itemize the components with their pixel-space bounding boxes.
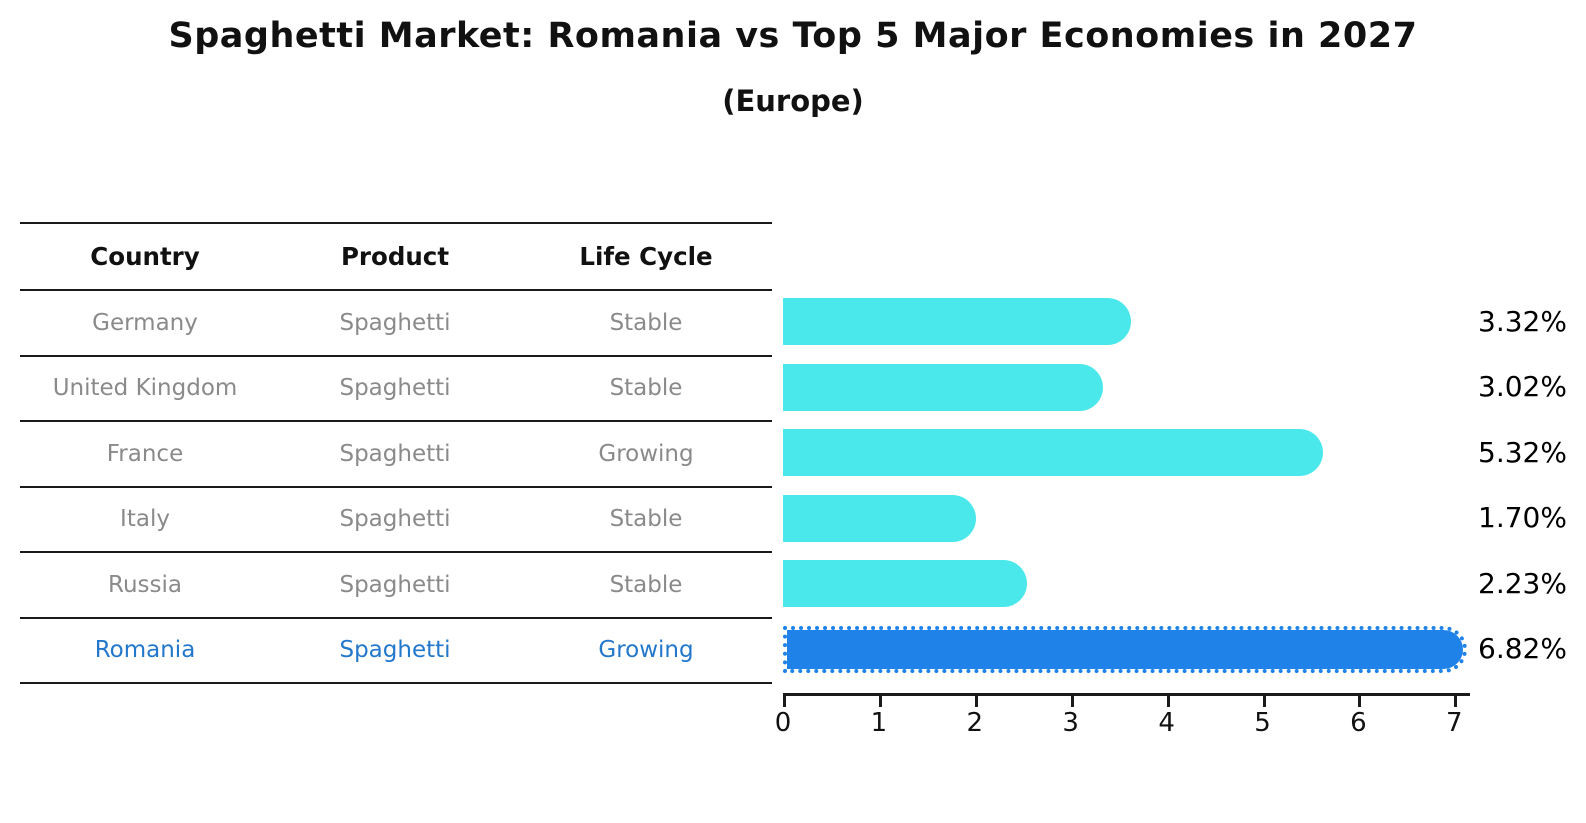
x-axis-tick-label: 7 [1446,708,1463,738]
table-header-product: Product [340,242,450,271]
table-cell-life-cycle: Stable [609,571,683,598]
bar [783,298,1132,346]
bar [783,363,1103,411]
value-label: 2.23% [1478,566,1567,600]
table-row: Russia Spaghetti Stable [20,553,772,619]
table-cell-life-cycle: Growing [598,637,694,664]
x-axis-tick [1262,693,1266,707]
table-cell-product: Spaghetti [339,375,451,402]
table-cell-country: France [106,440,184,467]
x-axis-tick-label: 2 [966,708,984,738]
country-table: Country Product Life Cycle Germany Spaghe… [20,222,772,684]
x-axis-tick [878,693,882,707]
x-axis-tick-label: 1 [870,708,888,738]
table-row: France Spaghetti Growing [20,422,772,488]
x-axis-tick [1166,693,1170,707]
x-axis-line [783,693,1470,696]
table-cell-life-cycle: Growing [598,440,694,467]
bar-highlight [783,625,1468,673]
table-cell-product: Spaghetti [339,571,451,598]
table-row: Italy Spaghetti Stable [20,488,772,553]
table-cell-country: Germany [92,309,198,336]
table-header-row: Country Product Life Cycle [20,224,772,291]
table-cell-product: Spaghetti [339,440,451,467]
chart-subtitle: (Europe) [722,84,864,118]
table-cell-life-cycle: Stable [609,506,683,533]
x-axis-tick-label: 4 [1158,708,1175,738]
value-label: 5.32% [1478,435,1567,469]
x-axis-tick [1358,693,1362,707]
table-header-life-cycle: Life Cycle [579,242,713,271]
value-label: 3.02% [1478,370,1567,404]
x-axis-tick [974,693,978,707]
bar [783,560,1027,608]
table-cell-country: Romania [94,637,196,664]
x-axis-tick-label: 5 [1254,708,1271,738]
table-cell-life-cycle: Stable [609,375,683,402]
chart-title: Spaghetti Market: Romania vs Top 5 Major… [168,16,1418,56]
value-label: 6.82% [1478,632,1567,666]
value-label: 1.70% [1478,501,1567,535]
x-axis-tick-label: 0 [774,708,792,738]
table-cell-product: Spaghetti [339,506,451,533]
table-cell-product: Spaghetti [339,309,451,336]
table-cell-country: Russia [108,571,182,598]
x-axis-tick-label: 6 [1350,708,1367,738]
table-cell-country: Italy [120,506,170,533]
table-cell-product: Spaghetti [339,637,451,664]
table-row: Germany Spaghetti Stable [20,291,772,357]
x-axis-tick [783,693,786,707]
bar [783,494,977,542]
table-cell-life-cycle: Stable [609,309,683,336]
table-body: Germany Spaghetti Stable United Kingdom Spag… [20,291,772,684]
table-row: Romania Spaghetti Growing [20,619,772,684]
table-header-country: Country [90,242,200,271]
table-row: United Kingdom Spaghetti Stable [20,357,772,422]
x-axis-tick [1070,693,1074,707]
value-label: 3.32% [1478,304,1567,338]
x-axis-tick [1454,693,1458,707]
x-axis-tick-label: 3 [1062,708,1079,738]
table-cell-country: United Kingdom [52,375,238,402]
bar [783,429,1324,477]
